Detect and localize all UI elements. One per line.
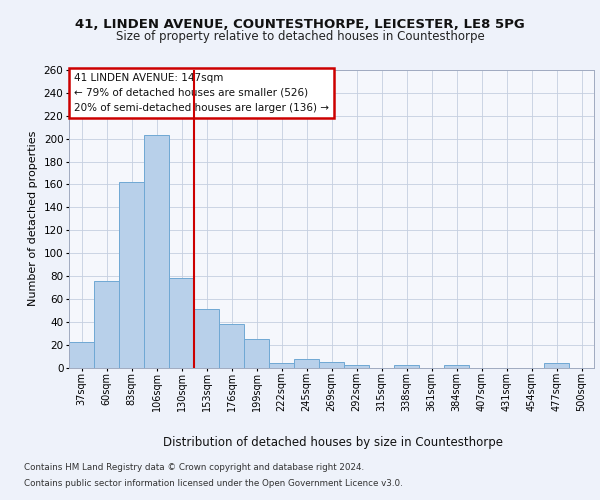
Bar	[344, 365, 369, 368]
Bar	[244, 339, 269, 368]
Text: Contains public sector information licensed under the Open Government Licence v3: Contains public sector information licen…	[24, 478, 403, 488]
Bar	[394, 365, 419, 368]
Text: Contains HM Land Registry data © Crown copyright and database right 2024.: Contains HM Land Registry data © Crown c…	[24, 464, 364, 472]
Bar	[269, 363, 294, 368]
Bar	[119, 182, 144, 368]
Bar	[219, 324, 244, 368]
Text: Distribution of detached houses by size in Countesthorpe: Distribution of detached houses by size …	[163, 436, 503, 449]
Bar	[294, 360, 319, 368]
Bar	[444, 365, 469, 368]
Text: 41, LINDEN AVENUE, COUNTESTHORPE, LEICESTER, LE8 5PG: 41, LINDEN AVENUE, COUNTESTHORPE, LEICES…	[75, 18, 525, 30]
Y-axis label: Number of detached properties: Number of detached properties	[28, 131, 38, 306]
Text: Size of property relative to detached houses in Countesthorpe: Size of property relative to detached ho…	[116, 30, 484, 43]
Text: 41 LINDEN AVENUE: 147sqm
← 79% of detached houses are smaller (526)
20% of semi-: 41 LINDEN AVENUE: 147sqm ← 79% of detach…	[74, 73, 329, 112]
Bar	[319, 362, 344, 368]
Bar	[69, 342, 94, 367]
Bar	[194, 309, 219, 368]
Bar	[544, 363, 569, 368]
Bar	[169, 278, 194, 368]
Bar	[94, 280, 119, 368]
Bar	[144, 135, 169, 368]
